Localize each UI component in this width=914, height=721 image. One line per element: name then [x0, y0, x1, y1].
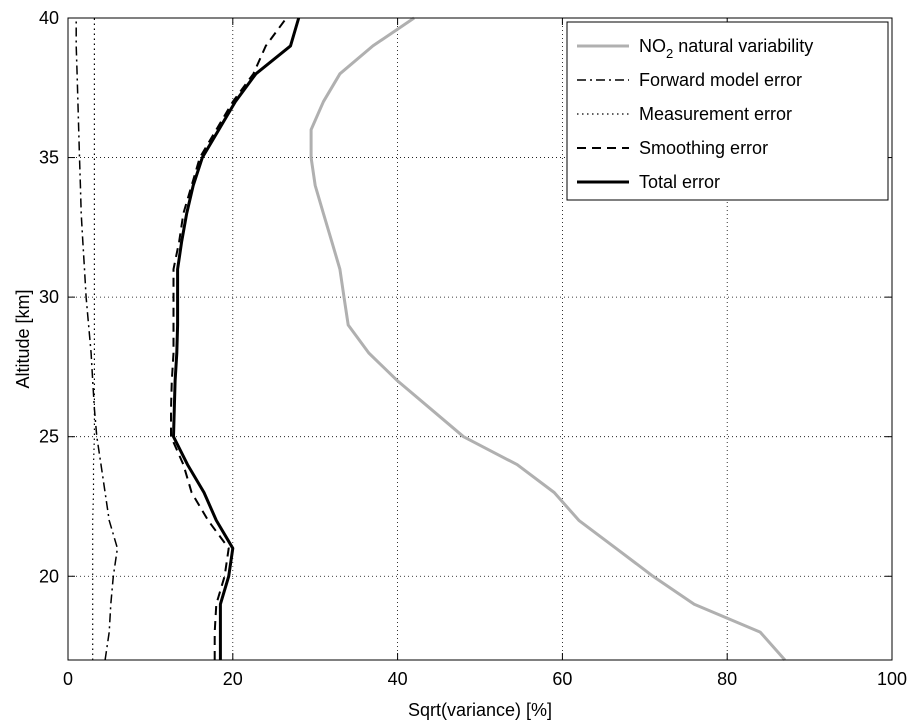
y-axis-title: Altitude [km]: [13, 289, 33, 388]
x-tick-label: 60: [552, 669, 572, 689]
legend: NO2 natural variability Forward model err…: [566, 21, 889, 201]
legend-label: Smoothing error: [639, 138, 768, 158]
series-line-2: [75, 18, 119, 661]
y-tick-label: 20: [39, 566, 59, 586]
series-line-3: [92, 18, 96, 660]
legend-label: Total error: [639, 172, 720, 192]
y-tick-label: 30: [39, 287, 59, 307]
axis-ticks: 0 20 40 60 80 100 20 25 30 35 40: [39, 8, 907, 689]
legend-label: Measurement error: [639, 104, 792, 124]
series-line-4: [170, 17, 288, 660]
grid-lines: [68, 18, 892, 660]
x-tick-label: 80: [717, 669, 737, 689]
y-tick-label: 25: [39, 427, 59, 447]
x-axis-title: Sqrt(variance) [%]: [408, 700, 552, 720]
x-tick-label: 20: [223, 669, 243, 689]
legend-label: Forward model error: [639, 70, 802, 90]
legend-label: NO2 natural variability: [639, 36, 813, 61]
series-layer: [75, 16, 787, 661]
series-line-1: [309, 16, 787, 661]
plot-frame: [67, 17, 893, 661]
y-tick-label: 40: [39, 8, 59, 28]
x-tick-label: 0: [63, 669, 73, 689]
x-tick-label: 100: [877, 669, 907, 689]
y-tick-label: 35: [39, 148, 59, 168]
x-tick-label: 40: [388, 669, 408, 689]
series-line-5: [172, 17, 301, 660]
legend-box: [566, 21, 889, 201]
